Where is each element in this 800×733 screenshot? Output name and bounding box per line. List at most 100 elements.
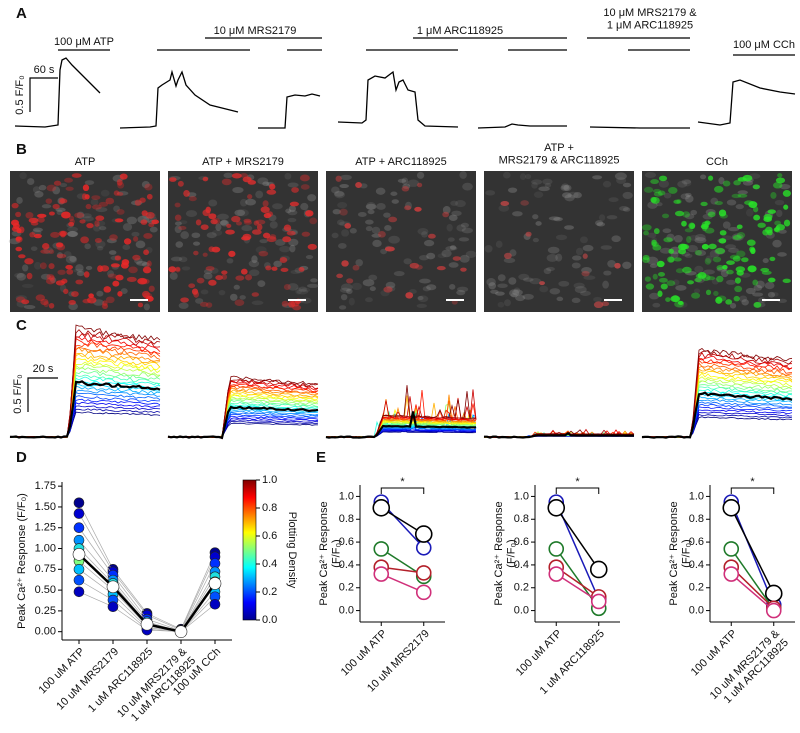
- y-axis-label: Peak Ca²⁺ Response (F/F₀): [16, 493, 28, 629]
- cell-texture: [289, 244, 296, 253]
- cell-texture: [614, 172, 627, 180]
- cell-signal: [231, 215, 241, 223]
- cell-texture: [307, 194, 317, 202]
- cell-signal: [384, 246, 395, 252]
- cell-trace: [9, 408, 161, 438]
- y-tick-label: 0.6: [689, 536, 704, 548]
- cell-texture: [135, 240, 146, 249]
- cell-signal: [256, 223, 263, 231]
- cell-signal: [35, 294, 45, 302]
- cell-texture: [365, 226, 373, 232]
- cell-texture: [681, 179, 692, 185]
- y-tick-label: 0.25: [35, 605, 56, 617]
- cell-texture: [622, 191, 633, 200]
- cell-signal: [765, 226, 773, 234]
- cell-signal: [177, 180, 184, 187]
- cell-signal: [251, 292, 260, 297]
- cell-texture: [384, 224, 392, 231]
- cell-texture: [672, 279, 680, 286]
- cell-texture: [718, 176, 725, 185]
- cell-texture: [181, 266, 191, 271]
- cell-texture: [239, 198, 248, 207]
- cell-signal: [65, 264, 73, 270]
- cell-texture: [56, 209, 63, 216]
- cell-texture: [685, 195, 694, 203]
- cell-signal: [336, 273, 343, 279]
- cell-texture: [355, 259, 363, 267]
- cell-signal: [299, 174, 310, 182]
- cell-signal: [539, 281, 545, 286]
- cell-trace: [9, 395, 160, 439]
- cell-texture: [69, 255, 77, 263]
- cell-signal: [143, 249, 149, 256]
- cell-signal: [105, 296, 115, 304]
- y-tick-label: 0.4: [514, 559, 529, 571]
- cell-signal: [79, 219, 86, 224]
- cell-texture: [362, 279, 375, 287]
- cell-signal: [346, 278, 354, 284]
- cell-texture: [63, 251, 72, 259]
- cell-signal: [752, 206, 759, 213]
- cell-texture: [510, 292, 518, 298]
- cell-trace: [9, 383, 161, 439]
- cell-signal: [61, 211, 71, 219]
- cell-texture: [779, 183, 791, 190]
- cell-trace: [641, 384, 793, 439]
- cell-signal: [64, 177, 73, 183]
- cell-signal: [231, 173, 242, 179]
- cell-texture: [503, 257, 516, 264]
- cell-texture: [535, 221, 542, 226]
- cell-signal: [85, 203, 92, 210]
- x-tick-label: 10 uM MRS2179: [54, 646, 121, 713]
- cell-texture: [593, 296, 602, 303]
- colorbar-tick-label: 0.0: [262, 614, 277, 626]
- cell-texture: [575, 247, 584, 256]
- cell-signal: [752, 279, 759, 286]
- data-point: [140, 617, 154, 631]
- mean-trace: [484, 431, 634, 439]
- cell-texture: [710, 197, 719, 205]
- cell-signal: [193, 250, 199, 256]
- cell-signal: [260, 206, 270, 213]
- cell-signal: [673, 257, 682, 262]
- data-point: [73, 574, 85, 586]
- cell-texture: [337, 201, 348, 209]
- cell-texture: [122, 244, 131, 250]
- cell-signal: [71, 291, 79, 297]
- cell-texture: [776, 209, 783, 218]
- cell-texture: [209, 267, 219, 274]
- micrograph-bg: [484, 171, 634, 312]
- cell-texture: [547, 246, 560, 254]
- cell-texture: [582, 244, 594, 252]
- cell-texture: [455, 200, 466, 208]
- cell-signal: [706, 276, 716, 281]
- cell-signal: [102, 300, 108, 306]
- cell-texture: [445, 246, 458, 251]
- cell-signal: [91, 195, 101, 200]
- cell-texture: [529, 278, 542, 285]
- micrograph-bg: [326, 171, 476, 312]
- cell-texture: [546, 266, 555, 272]
- cell-texture: [233, 284, 240, 290]
- cell-signal: [40, 249, 51, 254]
- cell-texture: [369, 286, 376, 292]
- cell-texture: [532, 237, 539, 243]
- cell-signal: [205, 302, 213, 308]
- cell-signal: [26, 272, 33, 280]
- data-point: [72, 548, 86, 561]
- cell-texture: [403, 258, 412, 265]
- cell-signal: [282, 236, 292, 243]
- cell-signal: [716, 264, 725, 271]
- cell-texture: [131, 231, 140, 237]
- cell-texture: [269, 221, 278, 229]
- cell-texture: [735, 204, 744, 210]
- data-point: [73, 497, 85, 509]
- cell-texture: [175, 241, 184, 248]
- cell-texture: [107, 270, 115, 278]
- cell-texture: [544, 182, 552, 188]
- cell-signal: [119, 173, 128, 180]
- cell-signal: [428, 233, 436, 239]
- cell-signal: [352, 264, 360, 271]
- cell-texture: [241, 225, 253, 232]
- cell-trace: [641, 399, 793, 438]
